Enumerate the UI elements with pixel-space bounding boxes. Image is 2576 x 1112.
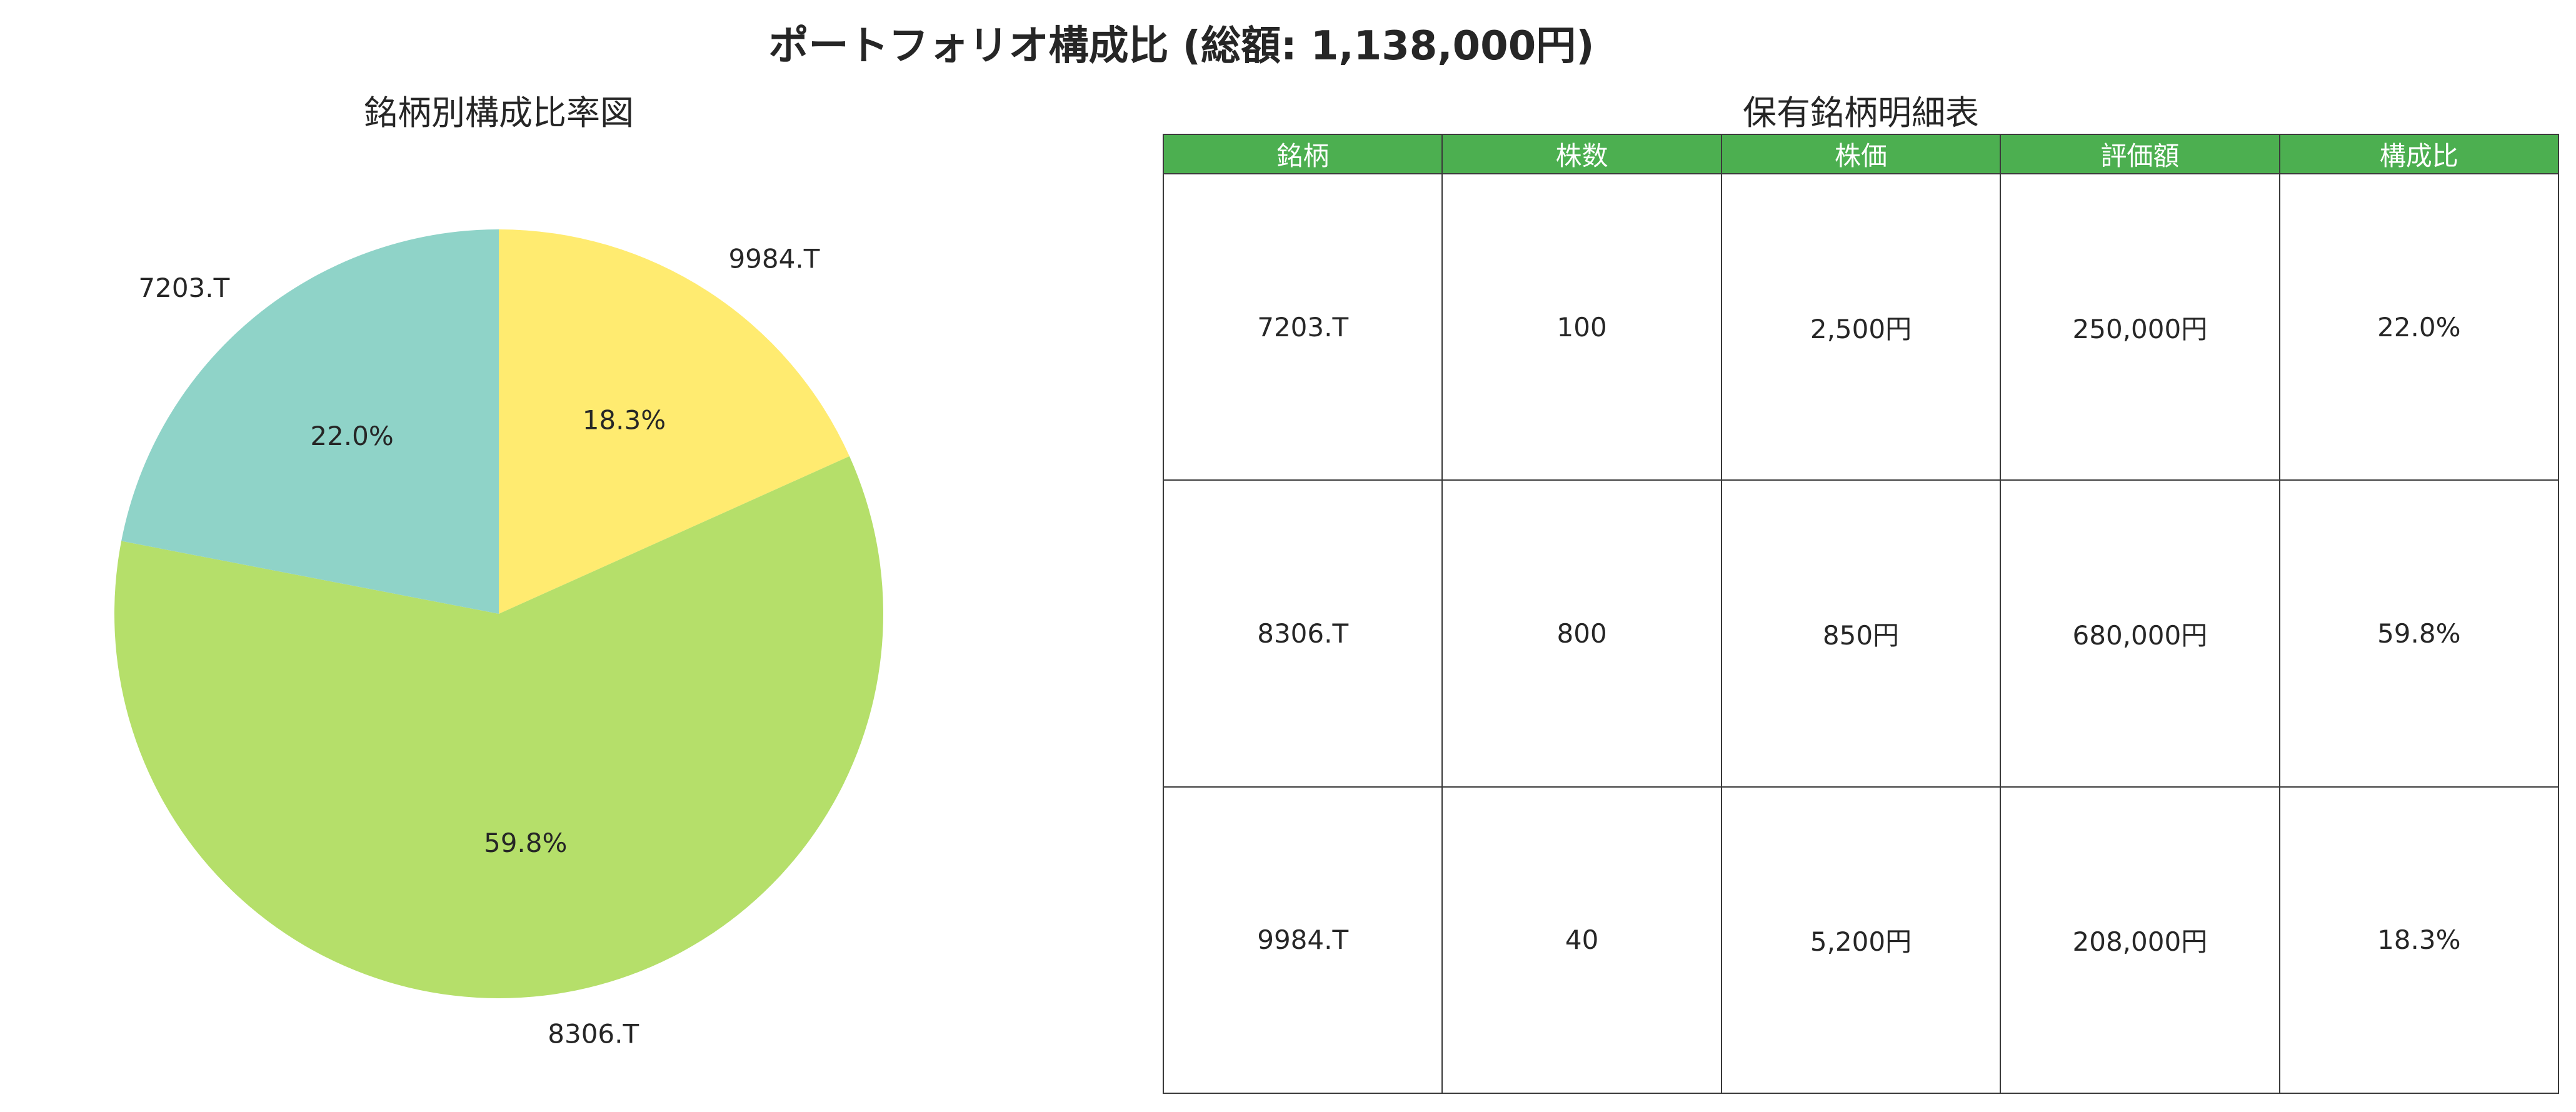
table-title: 保有銘柄明細表 bbox=[1743, 93, 1979, 133]
pie-chart: 18.3% 9984.T 59.8% 8306.T 22.0% 7203.T bbox=[114, 229, 883, 1049]
table-cell: 2,500円 bbox=[1720, 173, 2002, 481]
table-cell: 8306.T bbox=[1162, 479, 1443, 788]
table-cell: 59.8% bbox=[2278, 479, 2560, 788]
table-cell: 7203.T bbox=[1162, 173, 1443, 481]
header-cell-value: 評価額 bbox=[2000, 134, 2280, 174]
pie-chart-title: 銘柄別構成比率図 bbox=[364, 93, 634, 133]
table-cell: 9984.T bbox=[1162, 786, 1443, 1094]
pie-percent-label: 18.3% bbox=[583, 405, 666, 436]
table-cell: 250,000円 bbox=[2000, 173, 2280, 481]
header-cell-shares: 株数 bbox=[1441, 134, 1722, 174]
table-row: 8306.T 800 850円 680,000円 59.8% bbox=[1162, 479, 2560, 788]
table-cell: 800 bbox=[1441, 479, 1722, 788]
table-cell: 5,200円 bbox=[1720, 786, 2002, 1094]
pie-percent-label: 22.0% bbox=[310, 421, 393, 451]
table-cell: 850円 bbox=[1720, 479, 2002, 788]
table-header-row: 銘柄 株数 株価 評価額 構成比 bbox=[1162, 134, 2560, 174]
table-cell: 22.0% bbox=[2278, 173, 2560, 481]
table-row: 7203.T 100 2,500円 250,000円 22.0% bbox=[1162, 173, 2560, 481]
header-cell-ratio: 構成比 bbox=[2278, 134, 2560, 174]
pie-slice-9984-t bbox=[499, 229, 849, 614]
table-cell: 208,000円 bbox=[2000, 786, 2280, 1094]
pie-category-label: 7203.T bbox=[138, 273, 229, 303]
pie-slice-8306-t bbox=[114, 456, 883, 999]
pie-percent-label: 59.8% bbox=[484, 828, 567, 858]
header-cell-price: 株価 bbox=[1720, 134, 2002, 174]
table-cell: 100 bbox=[1441, 173, 1722, 481]
table-cell: 40 bbox=[1441, 786, 1722, 1094]
holdings-table: 銘柄 株数 株価 評価額 構成比 7203.T 100 2,500円 250,0… bbox=[1162, 134, 2560, 1094]
table-row: 9984.T 40 5,200円 208,000円 18.3% bbox=[1162, 786, 2560, 1094]
table-cell: 18.3% bbox=[2278, 786, 2560, 1094]
holdings-table-wrapper: 銘柄 株数 株価 評価額 構成比 7203.T 100 2,500円 250,0… bbox=[1162, 134, 2560, 1094]
header-cell-ticker: 銘柄 bbox=[1162, 134, 1443, 174]
figure-title: ポートフォリオ構成比 (総額: 1,138,000円) bbox=[768, 23, 1595, 69]
table-cell: 680,000円 bbox=[2000, 479, 2280, 788]
pie-category-label: 9984.T bbox=[728, 243, 819, 274]
pie-slice-7203-t bbox=[121, 229, 499, 614]
pie-category-label: 8306.T bbox=[548, 1018, 639, 1049]
